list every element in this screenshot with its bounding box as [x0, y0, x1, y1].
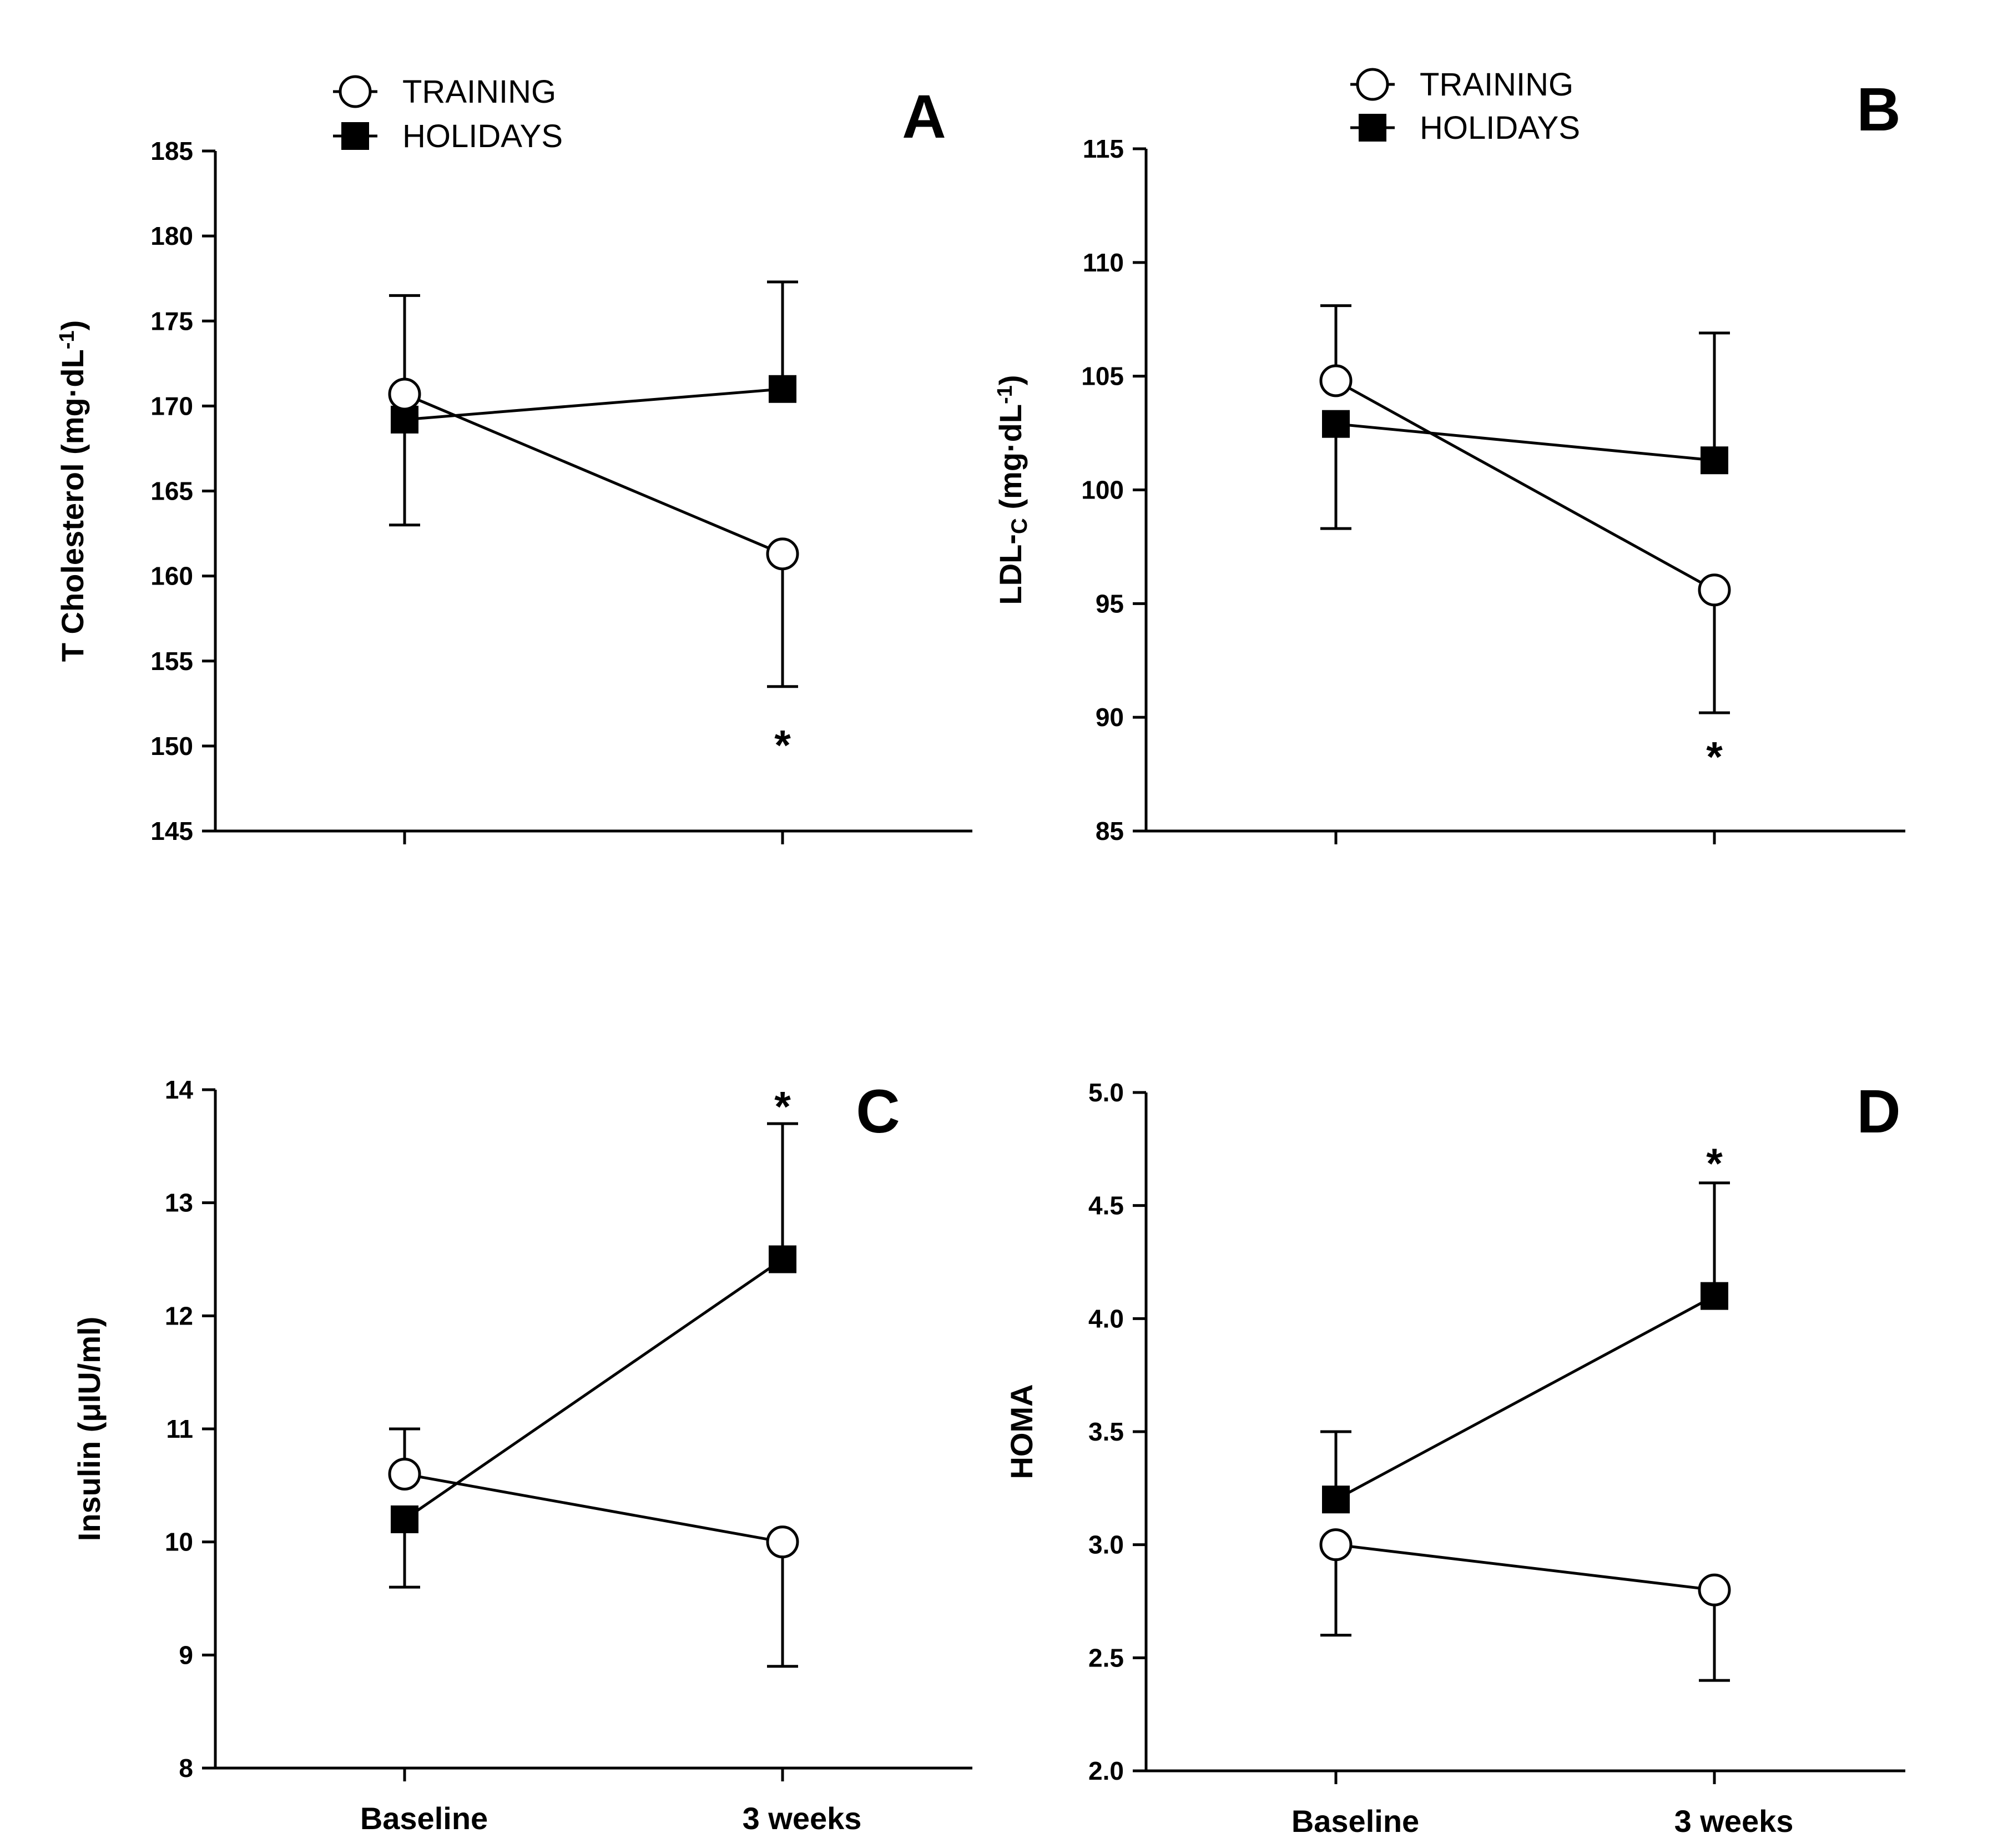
y-tick-label: 3.5 [1088, 1417, 1124, 1446]
x-tick-label: 3 weeks [743, 1801, 862, 1836]
y-tick-label: 105 [1081, 362, 1124, 391]
y-axis-title: LDL-C (mg·dL-1) [993, 375, 1032, 605]
legend-marker-training [1356, 68, 1389, 101]
legend-label-holidays: HOLIDAYS [402, 118, 563, 154]
y-tick-label: 95 [1096, 589, 1124, 618]
y-tick-label: 2.5 [1088, 1643, 1124, 1672]
legend-label-holidays: HOLIDAYS [1420, 110, 1580, 146]
legend: TRAINING HOLIDAYS [333, 74, 563, 154]
y-tick-label: 100 [1081, 476, 1124, 505]
y-tick-label: 3.0 [1088, 1530, 1124, 1559]
series-line-holidays [1335, 422, 1715, 462]
x-tick-label: 3 weeks [1674, 1804, 1794, 1839]
y-tick-label: 110 [1083, 248, 1124, 277]
point-training [1319, 364, 1353, 397]
y-tick-label: 115 [1083, 134, 1124, 163]
y-tick-label: 170 [150, 391, 193, 420]
y-axis-title: HOMA [1004, 1384, 1039, 1479]
y-tick-label: 180 [150, 221, 193, 250]
y-tick-label: 11 [166, 1414, 193, 1443]
y-tick-label: 2.0 [1088, 1756, 1124, 1785]
x-tick-label: Baseline [360, 1801, 488, 1836]
panel-letter: B [1856, 75, 1900, 144]
y-tick-label: 4.5 [1088, 1191, 1124, 1220]
y-tick-label: 12 [165, 1301, 193, 1330]
series-line-training [1335, 379, 1716, 591]
panel-letter: A [902, 83, 946, 151]
y-tick-label: 10 [165, 1528, 193, 1557]
series-line-holidays [404, 387, 783, 421]
legend-marker-training [339, 75, 372, 108]
point-training [766, 1525, 799, 1559]
significance-star: * [1706, 1140, 1723, 1187]
series-line-training [404, 392, 783, 556]
y-title-tail: ) [55, 320, 90, 331]
panel-letter: C [856, 1077, 900, 1146]
x-tick-label: Baseline [1291, 1804, 1419, 1839]
y-tick-label: 14 [165, 1075, 194, 1104]
series-line-holidays [403, 1258, 784, 1520]
panel-a: 145 150 155 160 165 170 175 180 185 T Cholesterol… [55, 74, 972, 845]
y-tick-label: 145 [150, 817, 193, 845]
series-line-training [1335, 1543, 1715, 1592]
point-training [1319, 1528, 1353, 1562]
y-title-sub: C [1007, 518, 1032, 534]
point-holidays [1701, 1282, 1728, 1310]
point-holidays [391, 1505, 418, 1533]
significance-star: * [774, 1083, 791, 1130]
point-training [766, 537, 799, 571]
point-training [388, 377, 421, 411]
y-axis-title: T Cholesterol (mg·dL-1) [55, 320, 90, 662]
significance-star: * [1706, 734, 1723, 781]
y-title-sup: -1 [993, 385, 1017, 404]
panel-c: 8 9 10 11 12 13 14 Baseline 3 weeks Insulin (μIU/… [72, 1075, 972, 1836]
legend-marker-holidays [341, 122, 369, 150]
y-tick-label: 85 [1096, 817, 1124, 845]
y-tick-label: 160 [150, 562, 193, 591]
point-training [388, 1457, 421, 1491]
y-tick-label: 9 [179, 1640, 193, 1669]
y-title-text: LDL- [993, 534, 1028, 605]
legend-marker-holidays [1359, 114, 1386, 142]
point-holidays [1322, 1486, 1350, 1514]
y-tick-label: 155 [150, 647, 193, 676]
y-title-text: HOMA [1004, 1384, 1039, 1479]
point-holidays [1701, 446, 1728, 475]
y-tick-label: 8 [179, 1754, 193, 1782]
point-holidays [1322, 410, 1350, 438]
y-tick-label: 13 [165, 1189, 193, 1217]
point-holidays [769, 375, 796, 403]
y-tick-label: 165 [150, 477, 193, 506]
y-tick-label: 150 [150, 732, 193, 761]
y-tick-label: 185 [150, 137, 193, 165]
panel-b: 85 90 95 100 105 110 115 LDL-C (mg·dL-1) B TRAINI… [993, 67, 1905, 845]
y-tick-label: 90 [1096, 703, 1124, 732]
y-tick-label: 5.0 [1088, 1078, 1124, 1107]
y-tick-label: 4.0 [1088, 1304, 1124, 1333]
y-axis-title: Insulin (μIU/ml) [72, 1317, 107, 1541]
y-title-tail: ) [993, 375, 1028, 385]
panel-d: 2.0 2.5 3.0 3.5 4.0 4.5 5.0 Baseline 3 weeks HOMA… [1004, 1077, 1905, 1839]
legend-label-training: TRAINING [1420, 67, 1573, 103]
y-title-text: Insulin (μIU/ml) [72, 1317, 107, 1541]
panel-letter: D [1856, 1077, 1900, 1146]
y-title-text: T Cholesterol (mg·dL [55, 349, 90, 662]
point-training [1698, 573, 1731, 607]
legend: TRAINING HOLIDAYS [1350, 67, 1580, 146]
y-title-mid: (mg·dL [993, 404, 1028, 518]
legend-label-training: TRAINING [402, 74, 556, 110]
point-training [1698, 1573, 1731, 1607]
series-line-holidays [1335, 1295, 1716, 1501]
point-holidays [391, 405, 418, 434]
y-tick-label: 175 [150, 306, 193, 335]
significance-star: * [774, 722, 791, 769]
y-title-sup: -1 [56, 330, 79, 349]
series-line-training [404, 1473, 783, 1544]
point-holidays [769, 1245, 796, 1273]
